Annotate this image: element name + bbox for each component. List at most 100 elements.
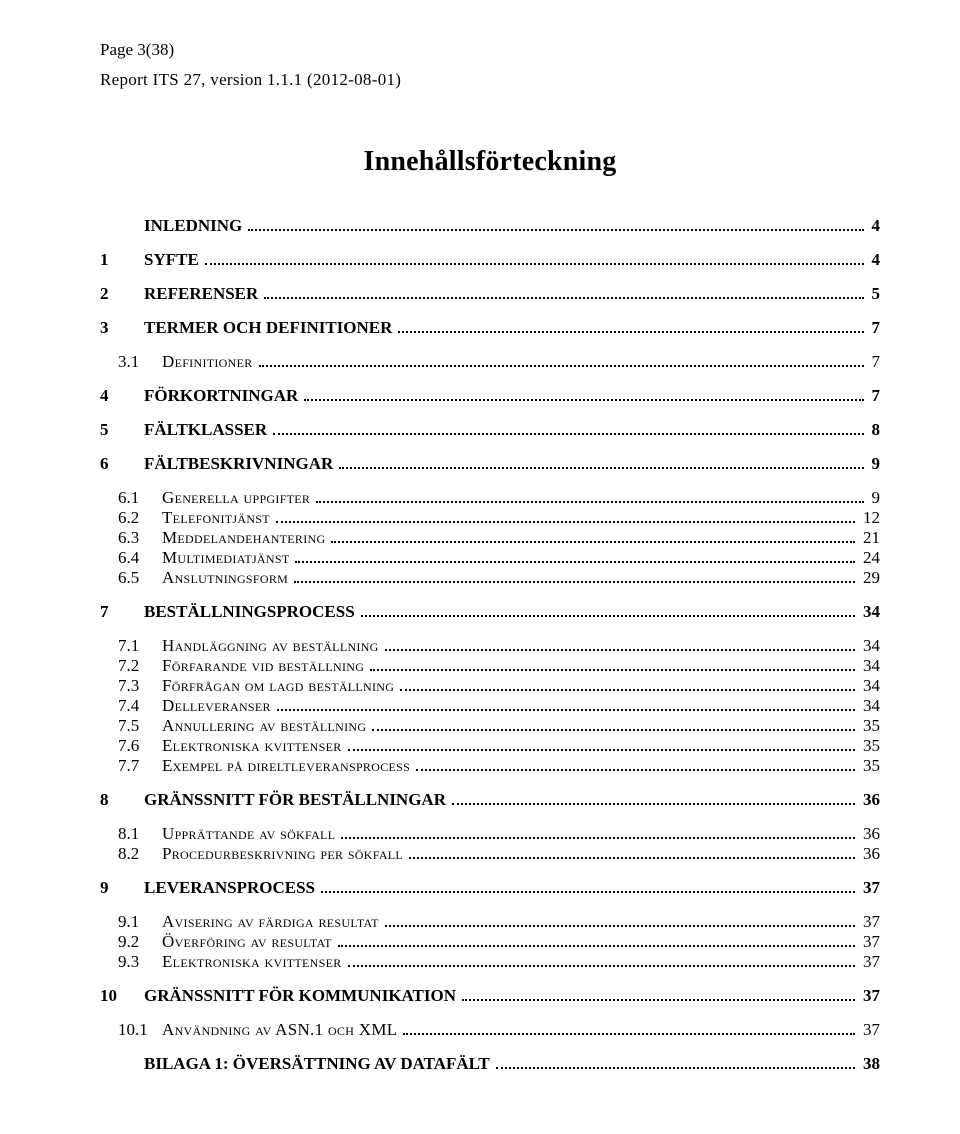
toc-entry-number: 6 xyxy=(100,454,144,474)
toc-entry-page: 36 xyxy=(859,790,880,810)
toc-entry-page: 29 xyxy=(859,568,880,588)
toc-entry-label: Elektroniska kvittenser xyxy=(162,736,342,755)
toc-gap xyxy=(100,972,880,986)
toc-entry-label: INLEDNING xyxy=(144,216,242,235)
toc-entry-number: 9.1 xyxy=(118,912,162,932)
toc-row: 7BESTÄLLNINGSPROCESS34 xyxy=(100,602,880,622)
toc-entry-page: 24 xyxy=(859,548,880,568)
toc-entry-number: 7 xyxy=(100,602,144,622)
toc-entry-label: Anslutningsform xyxy=(162,568,288,587)
toc-label-wrap: 7.5Annullering av beställning xyxy=(118,716,366,736)
toc-label-wrap: 4FÖRKORTNINGAR xyxy=(100,386,298,406)
toc-entry-number: 9 xyxy=(100,878,144,898)
toc-entry-number: 6.3 xyxy=(118,528,162,548)
toc-gap xyxy=(100,372,880,386)
toc-entry-label: Upprättande av sökfall xyxy=(162,824,335,843)
toc-gap xyxy=(100,304,880,318)
toc-dot-leader xyxy=(264,285,863,299)
toc-entry-page: 34 xyxy=(859,696,880,716)
toc-row: 10GRÄNSSNITT FÖR KOMMUNIKATION 37 xyxy=(100,986,880,1006)
toc-entry-number: 6.2 xyxy=(118,508,162,528)
toc-row: 7.2Förfarande vid beställning34 xyxy=(118,656,880,676)
toc-entry-page: 36 xyxy=(859,824,880,844)
toc-dot-leader xyxy=(321,879,855,893)
toc-row: 3.1Definitioner7 xyxy=(118,352,880,372)
report-version-line: Report ITS 27, version 1.1.1 (2012-08-01… xyxy=(100,70,880,90)
toc-entry-label: Meddelandehantering xyxy=(162,528,325,547)
toc-label-wrap: 1SYFTE xyxy=(100,250,199,270)
toc-label-wrap: 6FÄLTBESKRIVNINGAR xyxy=(100,454,333,474)
toc-row: 5FÄLTKLASSER8 xyxy=(100,420,880,440)
toc-row: 10.1Användning av ASN.1 och XML 37 xyxy=(118,1020,880,1040)
toc-row: 7.7Exempel på direltleveransprocess35 xyxy=(118,756,880,776)
toc-entry-label: REFERENSER xyxy=(144,284,258,303)
toc-entry-label: GRÄNSSNITT FÖR KOMMUNIKATION xyxy=(144,986,456,1005)
toc-dot-leader xyxy=(295,549,855,563)
toc-label-wrap: 3TERMER OCH DEFINITIONER xyxy=(100,318,392,338)
toc-entry-label: GRÄNSSNITT FÖR BESTÄLLNINGAR xyxy=(144,790,446,809)
toc-entry-label: Generella uppgifter xyxy=(162,488,310,507)
toc-entry-label: Procedurbeskrivning per sökfall xyxy=(162,844,403,863)
toc-entry-label: BESTÄLLNINGSPROCESS xyxy=(144,602,355,621)
toc-entry-number: 7.3 xyxy=(118,676,162,696)
toc-entry-number: 7.1 xyxy=(118,636,162,656)
toc-dot-leader xyxy=(385,913,855,927)
toc-entry-label: FÄLTKLASSER xyxy=(144,420,267,439)
toc-entry-page: 35 xyxy=(859,756,880,776)
toc-label-wrap: 9.3Elektroniska kvittenser xyxy=(118,952,342,972)
toc-dot-leader xyxy=(348,953,855,967)
toc-entry-label: Förfarande vid beställning xyxy=(162,656,364,675)
toc-entry-page: 37 xyxy=(859,952,880,972)
toc-label-wrap: 7.3Förfrågan om lagd beställning xyxy=(118,676,394,696)
page-number: Page 3(38) xyxy=(100,40,880,60)
toc-entry-page: 9 xyxy=(868,488,881,508)
table-of-contents: INLEDNING41SYFTE42REFERENSER53TERMER OCH… xyxy=(100,216,880,1074)
toc-label-wrap: 7.4Delleveranser xyxy=(118,696,271,716)
toc-gap xyxy=(100,440,880,454)
toc-entry-page: 37 xyxy=(859,986,880,1006)
toc-entry-page: 9 xyxy=(868,454,881,474)
toc-gap xyxy=(100,776,880,790)
toc-entry-label: FÖRKORTNINGAR xyxy=(144,386,298,405)
toc-label-wrap: 7.2Förfarande vid beställning xyxy=(118,656,364,676)
toc-dot-leader xyxy=(462,987,855,1001)
toc-row: 7.4Delleveranser 34 xyxy=(118,696,880,716)
document-header: Page 3(38) Report ITS 27, version 1.1.1 … xyxy=(100,40,880,90)
toc-dot-leader xyxy=(452,791,855,805)
toc-label-wrap: INLEDNING xyxy=(100,216,242,236)
toc-row: INLEDNING4 xyxy=(100,216,880,236)
toc-title: Innehållsförteckning xyxy=(100,146,880,178)
toc-row: 6.3Meddelandehantering 21 xyxy=(118,528,880,548)
toc-entry-label: FÄLTBESKRIVNINGAR xyxy=(144,454,333,473)
toc-entry-number: 7.6 xyxy=(118,736,162,756)
toc-row: 3TERMER OCH DEFINITIONER7 xyxy=(100,318,880,338)
toc-entry-page: 36 xyxy=(859,844,880,864)
toc-entry-number: 5 xyxy=(100,420,144,440)
toc-label-wrap: 8.1Upprättande av sökfall xyxy=(118,824,335,844)
toc-row: 7.5Annullering av beställning35 xyxy=(118,716,880,736)
toc-label-wrap: 6.1Generella uppgifter xyxy=(118,488,310,508)
toc-entry-label: Exempel på direltleveransprocess xyxy=(162,756,410,775)
toc-entry-number: 6.1 xyxy=(118,488,162,508)
toc-gap xyxy=(100,1040,880,1054)
toc-row: 7.6Elektroniska kvittenser 35 xyxy=(118,736,880,756)
toc-entry-number: 7.4 xyxy=(118,696,162,716)
toc-entry-number: 10.1 xyxy=(118,1020,162,1040)
toc-label-wrap: 9.2Överföring av resultat xyxy=(118,932,332,952)
toc-gap xyxy=(100,810,880,824)
toc-row: 7.1Handläggning av beställning34 xyxy=(118,636,880,656)
toc-dot-leader xyxy=(338,933,855,947)
toc-entry-label: Delleveranser xyxy=(162,696,271,715)
toc-entry-page: 37 xyxy=(859,932,880,952)
toc-row: 6.4Multimediatjänst24 xyxy=(118,548,880,568)
toc-entry-page: 37 xyxy=(859,1020,880,1040)
toc-entry-page: 21 xyxy=(859,528,880,548)
toc-entry-label: Överföring av resultat xyxy=(162,932,332,951)
toc-label-wrap: 10GRÄNSSNITT FÖR KOMMUNIKATION xyxy=(100,986,456,1006)
toc-label-wrap: 8GRÄNSSNITT FÖR BESTÄLLNINGAR xyxy=(100,790,446,810)
toc-entry-page: 35 xyxy=(859,736,880,756)
toc-entry-page: 7 xyxy=(868,352,881,372)
toc-entry-label: BILAGA 1: ÖVERSÄTTNING AV DATAFÄLT xyxy=(144,1054,490,1073)
toc-entry-number: 9.3 xyxy=(118,952,162,972)
toc-entry-label: Användning av ASN.1 och XML xyxy=(162,1020,397,1039)
